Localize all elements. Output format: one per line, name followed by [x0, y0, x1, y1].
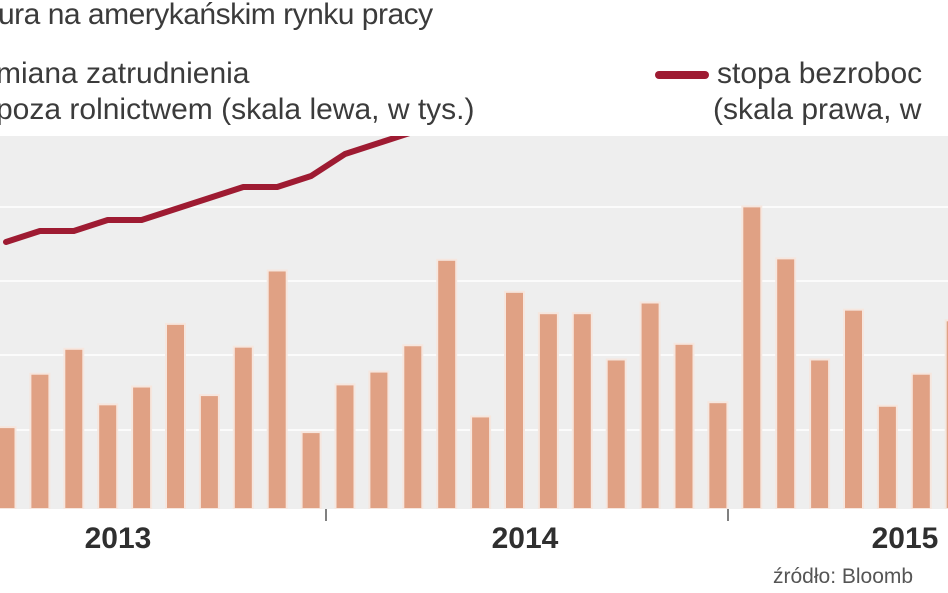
legend-bars-label-line2: poza rolnictwem (skala lewa, w tys.) [0, 93, 475, 126]
bar [843, 308, 864, 510]
bar [436, 258, 458, 510]
bar [673, 342, 695, 510]
bar [571, 312, 593, 510]
bar [910, 372, 932, 510]
bar [266, 269, 288, 510]
year-label: 2014 [492, 522, 559, 555]
chart-title: ura na amerykańskim rynku pracy [0, 0, 433, 31]
bar [300, 431, 322, 511]
bar [63, 347, 85, 510]
bar [707, 401, 729, 511]
legend-line-label-line1: stopa bezroboc [717, 57, 923, 90]
chart-plot: 2013 2014 2015 [0, 136, 948, 556]
year-label: 2013 [85, 522, 152, 555]
source-note: źródło: Bloomb [773, 565, 914, 588]
x-axis-band [0, 509, 948, 556]
bar [165, 322, 186, 510]
bar [131, 385, 153, 510]
bar [97, 403, 119, 510]
bar [368, 370, 390, 510]
bar [537, 312, 559, 510]
bar [876, 404, 898, 511]
year-label: 2015 [872, 522, 939, 555]
bar [944, 319, 948, 510]
bar [775, 257, 797, 510]
legend-line-label-line2: (skala prawa, w [713, 93, 922, 126]
bar [470, 415, 492, 510]
bar [402, 344, 424, 510]
unemployment-line [3, 136, 411, 245]
bar [504, 290, 525, 510]
legend-line-swatch [655, 71, 709, 79]
bar [0, 426, 17, 510]
legend-bars: miana zatrudnienia poza rolnictwem (skal… [0, 56, 474, 128]
bar [639, 301, 661, 510]
bar [809, 358, 831, 510]
bar [232, 345, 254, 510]
legend-bars-label-line1: miana zatrudnienia [0, 57, 250, 90]
bar [29, 372, 51, 510]
bar [198, 394, 220, 510]
bar [334, 383, 356, 510]
bar [741, 205, 763, 511]
bar [605, 358, 627, 510]
